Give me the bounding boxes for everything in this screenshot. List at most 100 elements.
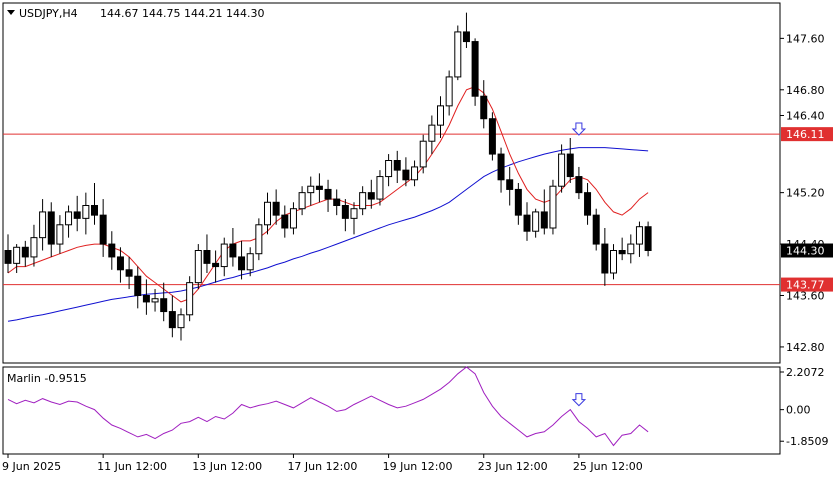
candle — [549, 179, 557, 235]
candle-body — [229, 243, 237, 258]
candle — [255, 218, 263, 261]
candle — [65, 205, 73, 238]
candle — [289, 202, 297, 235]
resistance-level-tag: 146.11 — [786, 128, 825, 141]
candle — [30, 224, 38, 267]
candle-body — [194, 250, 202, 284]
candle — [367, 179, 375, 209]
candle-body — [540, 211, 548, 229]
candle-body — [307, 185, 315, 194]
symbol-label: USDJPY,H4 — [19, 7, 78, 20]
candle-body — [21, 246, 29, 258]
candle-body — [82, 205, 90, 219]
candle-body — [47, 211, 55, 245]
candle — [393, 150, 401, 183]
candle — [307, 176, 315, 206]
candle-body — [151, 298, 159, 303]
candle — [575, 166, 583, 200]
candle-body — [186, 282, 194, 316]
candle — [506, 166, 514, 206]
candle-body — [264, 201, 271, 226]
candle — [142, 279, 150, 315]
candle — [281, 205, 289, 238]
collapse-triangle-icon[interactable] — [7, 10, 15, 15]
candle — [402, 157, 410, 187]
candle — [480, 80, 488, 129]
candle-body — [238, 256, 246, 271]
price-tick-label: 146.40 — [786, 110, 825, 123]
current-price-tag-bg — [781, 243, 833, 258]
axis-layer: 147.60146.80146.40145.20144.40143.60142.… — [2, 32, 833, 473]
candle — [566, 138, 574, 183]
candle — [324, 179, 332, 212]
candle-body — [471, 41, 479, 97]
candle-body — [341, 205, 349, 219]
candle — [177, 308, 185, 341]
candle-body — [56, 224, 64, 245]
candle — [99, 199, 107, 257]
candle — [56, 215, 64, 254]
price-tick-label: 143.60 — [786, 290, 825, 303]
candle-body — [644, 226, 652, 251]
candle — [454, 25, 462, 81]
candle — [220, 237, 228, 277]
candle-body — [402, 169, 410, 181]
candle — [39, 199, 47, 251]
candle-body — [298, 192, 306, 210]
down-arrow-marker-icon — [571, 122, 587, 136]
candle-body — [281, 214, 289, 229]
candle — [584, 183, 592, 225]
candle-body — [324, 188, 332, 200]
candle — [385, 154, 393, 187]
price-tick-label: 145.20 — [786, 187, 825, 200]
candle-body — [203, 250, 211, 264]
ohlc-readout: 144.67 144.75 144.21 144.30 — [100, 7, 264, 20]
candle-body — [367, 192, 375, 200]
price-tick-label: 146.80 — [786, 84, 825, 97]
candle-body — [116, 256, 124, 271]
candle-body — [108, 243, 116, 258]
candle-body — [91, 205, 98, 216]
candle — [411, 160, 419, 187]
candle — [445, 70, 453, 116]
candle-body — [635, 226, 643, 245]
candle-body — [359, 192, 367, 210]
candle — [488, 112, 496, 161]
candle-body — [437, 105, 444, 126]
price-layer — [3, 12, 780, 341]
candle — [341, 199, 349, 232]
down-arrow-marker-icon — [571, 393, 587, 407]
time-tick-label: 11 Jun 12:00 — [97, 460, 167, 473]
ma-slow-line — [7, 147, 649, 322]
candle-body — [177, 314, 185, 329]
candle-body — [142, 295, 150, 303]
marlin-line — [7, 366, 649, 447]
price-panel-frame — [2, 2, 781, 364]
candle-body — [272, 201, 280, 216]
candle — [238, 240, 246, 280]
candle — [194, 244, 202, 290]
price-tick-label: 147.60 — [786, 32, 825, 45]
candle-body — [592, 214, 600, 245]
candle — [471, 38, 479, 106]
candle — [350, 202, 358, 235]
candle-body — [385, 160, 393, 178]
candle-body — [393, 160, 401, 171]
candle-body — [65, 211, 73, 226]
candle-body — [558, 153, 566, 187]
candle-body — [454, 31, 462, 78]
time-tick-label: 9 Jun 2025 — [2, 460, 61, 473]
candle-body — [125, 269, 133, 277]
candle — [116, 247, 124, 283]
candle — [91, 183, 98, 225]
candle — [462, 12, 470, 48]
candle-body — [506, 179, 514, 190]
price-tick-label: 142.80 — [786, 341, 825, 354]
candle — [610, 244, 617, 280]
candle-body — [566, 153, 574, 178]
candle — [47, 202, 55, 257]
candle — [73, 195, 81, 232]
candle — [428, 115, 436, 155]
candle — [376, 170, 384, 206]
